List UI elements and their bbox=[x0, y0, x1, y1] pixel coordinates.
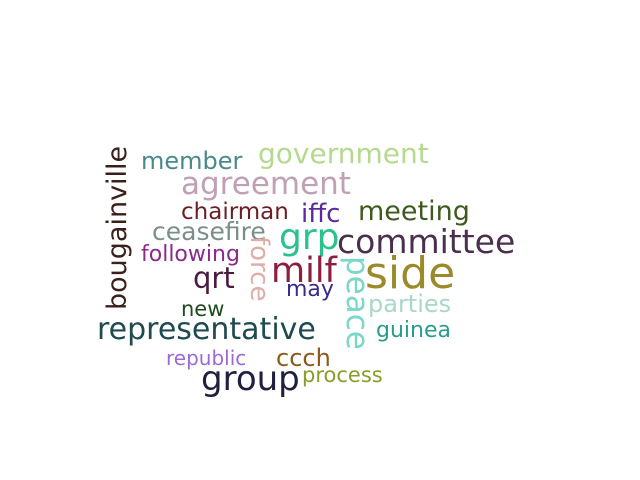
word-grp: grp bbox=[279, 217, 340, 258]
word-meeting: meeting bbox=[358, 196, 470, 227]
word-force: force bbox=[244, 236, 274, 302]
word-may: may bbox=[286, 277, 334, 302]
word-government: government bbox=[258, 137, 429, 170]
word-group: group bbox=[201, 359, 300, 399]
word-bougainville: bougainville bbox=[102, 145, 133, 310]
word-iffc: iffc bbox=[301, 199, 341, 229]
word-side: side bbox=[365, 248, 456, 299]
word-following: following bbox=[141, 242, 240, 267]
word-chairman: chairman bbox=[181, 199, 289, 225]
word-qrt: qrt bbox=[193, 261, 235, 295]
word-process: process bbox=[302, 363, 383, 387]
word-member: member bbox=[141, 147, 243, 175]
word-committee: committee bbox=[337, 222, 516, 261]
word-ccch: ccch bbox=[276, 344, 331, 372]
word-republic: republic bbox=[166, 346, 247, 370]
word-parties: parties bbox=[368, 290, 452, 318]
word-milf: milf bbox=[271, 251, 337, 291]
word-ceasefire: ceasefire bbox=[152, 217, 266, 246]
word-agreement: agreement bbox=[181, 166, 351, 202]
word-new: new bbox=[181, 297, 225, 321]
word-guinea: guinea bbox=[376, 318, 451, 343]
word-representative: representative bbox=[97, 312, 316, 347]
